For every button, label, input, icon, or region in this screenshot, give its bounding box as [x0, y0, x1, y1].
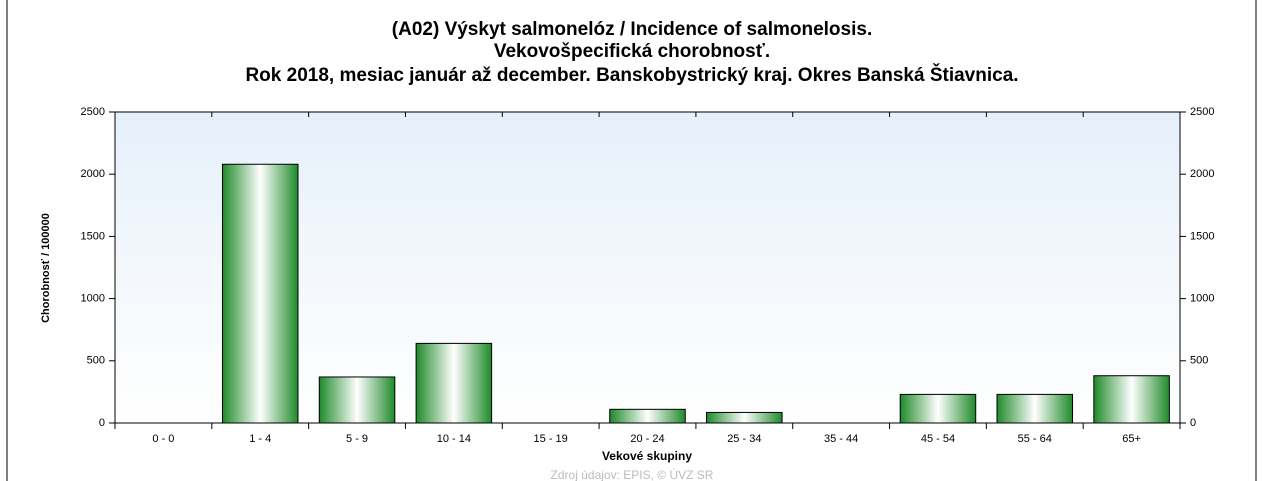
y2-tick-label: 1500 [1190, 230, 1214, 242]
x-tick-label: 55 - 64 [1018, 433, 1052, 445]
bar [706, 411, 783, 424]
bar [996, 393, 1074, 424]
x-tick-label: 25 - 34 [727, 433, 761, 445]
y2-tick-label: 2000 [1190, 168, 1214, 180]
bar [609, 408, 686, 424]
chart-title: Rok 2018, mesiac január až december. Ban… [245, 64, 1018, 86]
x-tick-label: 35 - 44 [824, 433, 858, 445]
bar [221, 163, 299, 424]
x-tick-label: 5 - 9 [346, 433, 368, 445]
bar [899, 393, 977, 424]
x-tick-label: 15 - 19 [534, 433, 568, 445]
y-tick-label: 500 [87, 355, 105, 367]
x-tick-label: 1 - 4 [249, 433, 271, 445]
x-tick-label: 20 - 24 [630, 433, 664, 445]
y-tick-label: 2500 [81, 106, 105, 118]
y-tick-label: 0 [99, 417, 105, 429]
y-tick-label: 2000 [81, 168, 105, 180]
chart-title: Vekovošpecifická chorobnosť. [494, 41, 770, 62]
y2-tick-label: 2500 [1190, 106, 1214, 118]
x-tick-label: 65+ [1122, 433, 1141, 445]
y-tick-label: 1000 [81, 293, 105, 305]
x-axis-label: Vekové skupiny [602, 449, 692, 463]
y-axis-label: Chorobnosť / 100000 [40, 213, 52, 323]
bar [415, 342, 493, 424]
source-note: Zdroj údajov: EPIS, © ÚVZ SR [551, 467, 714, 481]
y2-tick-label: 0 [1190, 417, 1196, 429]
y2-tick-label: 1000 [1190, 293, 1214, 305]
x-tick-label: 10 - 14 [437, 433, 471, 445]
chart-title: (A02) Výskyt salmonelóz / Incidence of s… [392, 19, 872, 40]
bar [318, 376, 396, 424]
y-tick-label: 1500 [81, 230, 105, 242]
x-tick-label: 0 - 0 [152, 433, 174, 445]
y2-tick-label: 500 [1190, 355, 1208, 367]
x-tick-label: 45 - 54 [921, 433, 955, 445]
bar [1093, 375, 1170, 424]
